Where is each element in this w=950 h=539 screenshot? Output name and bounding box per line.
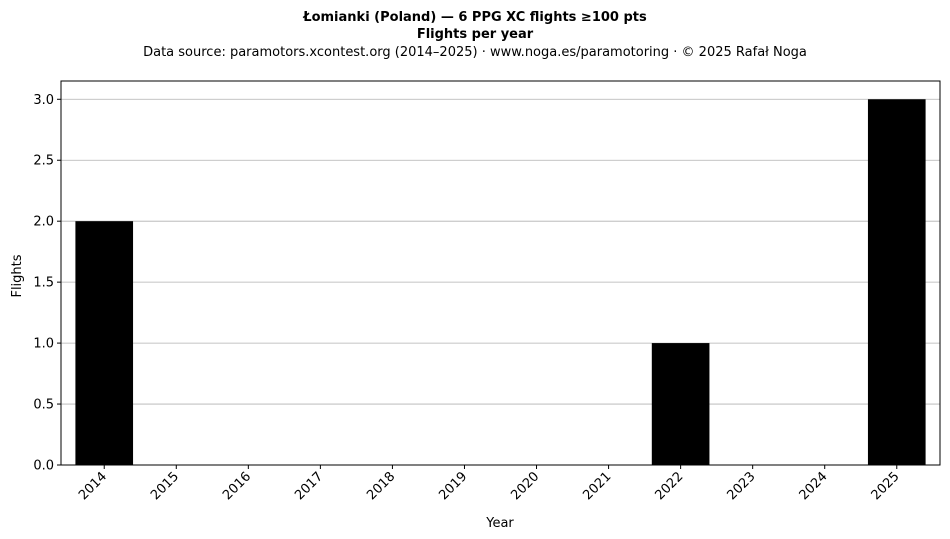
y-tick-label: 1.0	[33, 337, 54, 352]
x-tick-label: 2025	[869, 469, 903, 503]
bars	[75, 99, 926, 466]
x-tick-label: 2017	[292, 469, 326, 503]
y-tick-label: 3.0	[33, 93, 54, 108]
plot-frame	[60, 80, 941, 466]
x-tick-label: 2024	[797, 469, 831, 503]
x-tick-label: 2018	[364, 469, 398, 503]
x-tick-label: 2015	[148, 469, 182, 503]
x-tick-label: 2016	[220, 469, 254, 503]
bar	[867, 99, 926, 466]
y-tick-label: 2.5	[33, 154, 54, 169]
gridlines	[61, 98, 940, 405]
x-tick-label: 2021	[580, 469, 614, 503]
x-tick-label: 2014	[76, 469, 110, 503]
x-axis-label: Year	[485, 516, 514, 531]
y-axis-ticks: 0.0 0.5 1.0 1.5 2.0 2.5 3.0	[33, 93, 61, 474]
y-tick-label: 0.5	[33, 398, 54, 413]
y-tick-label: 1.5	[33, 276, 54, 291]
x-tick-label: 2019	[436, 469, 470, 503]
y-tick-label: 2.0	[33, 215, 54, 230]
y-axis-label: Flights	[10, 254, 25, 297]
bar	[75, 221, 134, 465]
chart-title: Łomianki (Poland) — 6 PPG XC flights ≥10…	[302, 10, 647, 25]
bar	[651, 343, 710, 465]
chart-subtitle: Flights per year	[417, 27, 534, 42]
y-tick-label: 0.0	[33, 459, 54, 474]
x-axis-ticks: 2014 2015 2016 2017 2018 2019 2020 2021 2022 2023…	[76, 465, 903, 503]
x-tick-label: 2023	[724, 469, 758, 503]
x-tick-label: 2022	[652, 469, 686, 503]
x-tick-label: 2020	[508, 469, 542, 503]
chart-source-line: Data source: paramotors.xcontest.org (20…	[143, 45, 807, 60]
